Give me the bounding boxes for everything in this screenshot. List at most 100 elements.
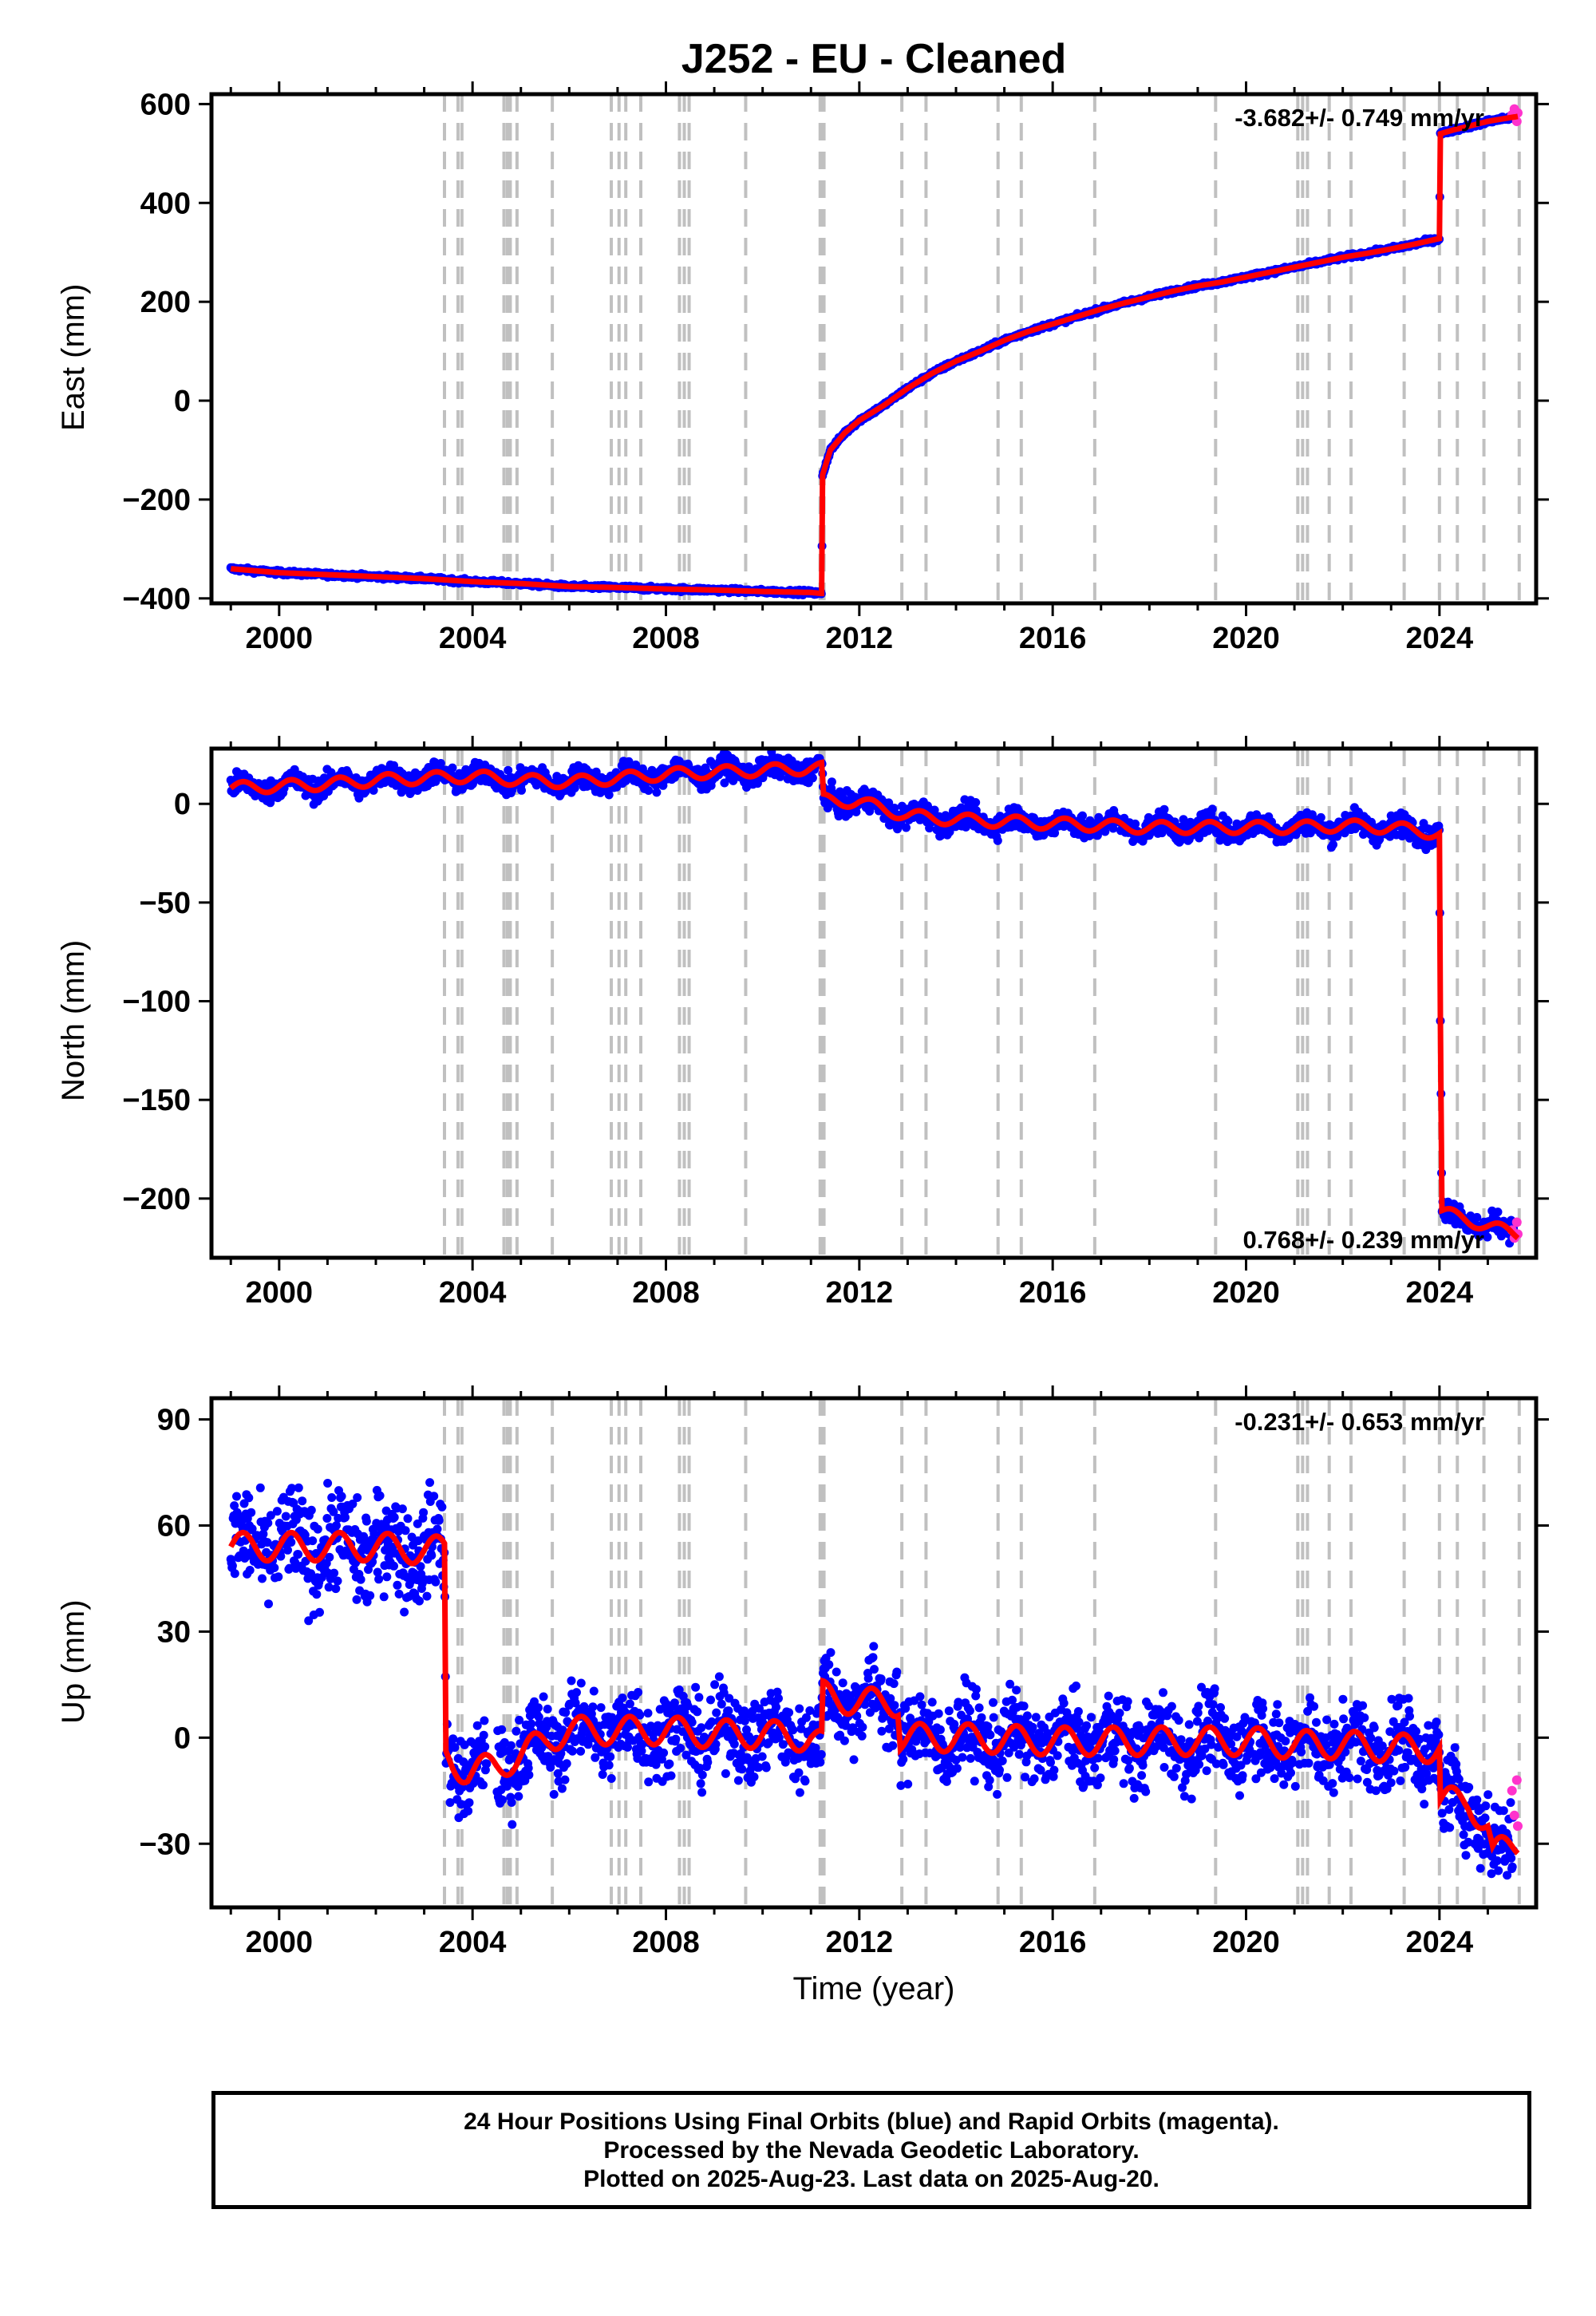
data-point — [330, 1568, 339, 1578]
data-point — [283, 1545, 292, 1555]
y-tick-label: −150 — [122, 1084, 191, 1117]
plot-frame — [209, 92, 1539, 606]
data-point — [1316, 812, 1325, 822]
data-point — [298, 1496, 307, 1506]
data-point — [230, 1569, 239, 1579]
data-point — [356, 1575, 365, 1584]
data-point — [1078, 811, 1087, 820]
data-point — [331, 1584, 341, 1594]
data-point — [313, 1524, 322, 1534]
model-fit-line — [230, 113, 1519, 597]
data-point — [244, 1493, 254, 1503]
north-panel: 2000 2004 2008 2012 2016 2020 2024 −200 −150 −100… — [122, 736, 1549, 1310]
data-point — [808, 773, 817, 783]
data-point — [389, 1512, 399, 1522]
y-tick-label: −50 — [140, 887, 191, 920]
x-tick-label: 2004 — [439, 622, 507, 655]
data-point — [379, 1592, 389, 1602]
y-tick-label: 400 — [140, 187, 191, 220]
final-orbit-points — [226, 1478, 1519, 1880]
data-point — [382, 1572, 392, 1582]
data-point — [337, 1492, 346, 1501]
data-point — [644, 786, 654, 795]
data-point — [232, 1492, 241, 1501]
data-point — [374, 1575, 384, 1584]
data-point — [294, 1483, 303, 1492]
data-point — [1329, 840, 1337, 849]
data-point — [341, 1512, 350, 1522]
data-point — [517, 785, 526, 795]
x-tick-label: 2020 — [1212, 622, 1280, 655]
final-orbit-points — [226, 112, 1519, 599]
data-point — [902, 823, 911, 832]
y-tick-label: 0 — [174, 385, 191, 418]
final-orbit-points — [226, 747, 1519, 1248]
rate-annotation: -3.682+/- 0.749 mm/yr — [1235, 104, 1484, 132]
x-tick-label: 2016 — [1019, 1276, 1087, 1310]
data-point — [827, 777, 836, 787]
x-tick-label: 2012 — [826, 622, 894, 655]
data-point — [323, 1479, 333, 1488]
y-tick-label: −200 — [122, 484, 191, 517]
data-point — [389, 1561, 398, 1571]
rate-annotation: 0.768+/- 0.239 mm/yr — [1243, 1226, 1484, 1254]
x-tick-label: 2020 — [1212, 1276, 1280, 1310]
data-point — [365, 1591, 375, 1600]
data-point — [322, 1514, 332, 1523]
data-point — [315, 1607, 324, 1617]
data-point — [971, 798, 981, 807]
data-point — [247, 1508, 256, 1517]
data-point — [258, 1574, 267, 1583]
data-point — [264, 1599, 273, 1609]
x-tick-label: 2000 — [246, 1276, 314, 1310]
y-tick-label: −100 — [122, 986, 191, 1019]
x-tick-label: 2008 — [632, 1276, 700, 1310]
data-point — [332, 1521, 341, 1530]
data-point — [1207, 804, 1217, 814]
data-point — [1493, 1207, 1503, 1217]
data-point — [375, 1491, 385, 1500]
x-tick-label: 2024 — [1406, 622, 1474, 655]
data-point — [353, 1493, 362, 1502]
data-point — [361, 1516, 371, 1526]
data-point — [272, 1507, 282, 1516]
data-point — [352, 1595, 361, 1604]
y-tick-label: 200 — [140, 286, 191, 319]
east-panel: 2000 2004 2008 2012 2016 2020 2024 −400 −200 0 200… — [122, 81, 1549, 655]
y-tick-label: 600 — [140, 88, 191, 121]
y-tick-label: −400 — [122, 583, 191, 616]
data-point — [393, 1580, 402, 1590]
data-point — [255, 1483, 265, 1492]
y-tick-label: 0 — [174, 788, 191, 821]
rapid-orbit-point — [1511, 1217, 1522, 1227]
data-point — [227, 1561, 237, 1571]
data-point — [294, 1550, 303, 1559]
data-point — [245, 1566, 255, 1575]
data-point — [274, 1572, 283, 1582]
x-tick-label: 2004 — [439, 1276, 507, 1310]
page-title: J252 - EU - Cleaned — [681, 36, 1067, 82]
data-point — [652, 788, 662, 797]
chart-svg: 2000 2004 2008 2012 2016 2020 2024−400−2000200… — [122, 81, 1549, 1959]
data-point — [263, 1518, 273, 1528]
data-point — [308, 1536, 318, 1546]
data-point — [333, 1576, 342, 1586]
data-point — [270, 1563, 279, 1572]
x-tick-label: 2000 — [246, 622, 314, 655]
x-tick-label: 2012 — [826, 1276, 894, 1310]
data-point — [394, 1589, 404, 1599]
data-point — [1223, 816, 1233, 826]
data-point — [286, 1538, 296, 1547]
data-point — [306, 1505, 316, 1515]
y-tick-label: −200 — [122, 1183, 191, 1216]
x-tick-label: 2024 — [1406, 1276, 1474, 1310]
data-point — [993, 836, 1002, 845]
x-tick-label: 2016 — [1019, 622, 1087, 655]
data-point — [281, 1512, 290, 1521]
data-point — [1483, 1232, 1492, 1242]
x-tick-label: 2008 — [632, 622, 700, 655]
data-point — [327, 1493, 337, 1502]
data-point — [312, 1590, 322, 1599]
data-point — [448, 763, 457, 773]
